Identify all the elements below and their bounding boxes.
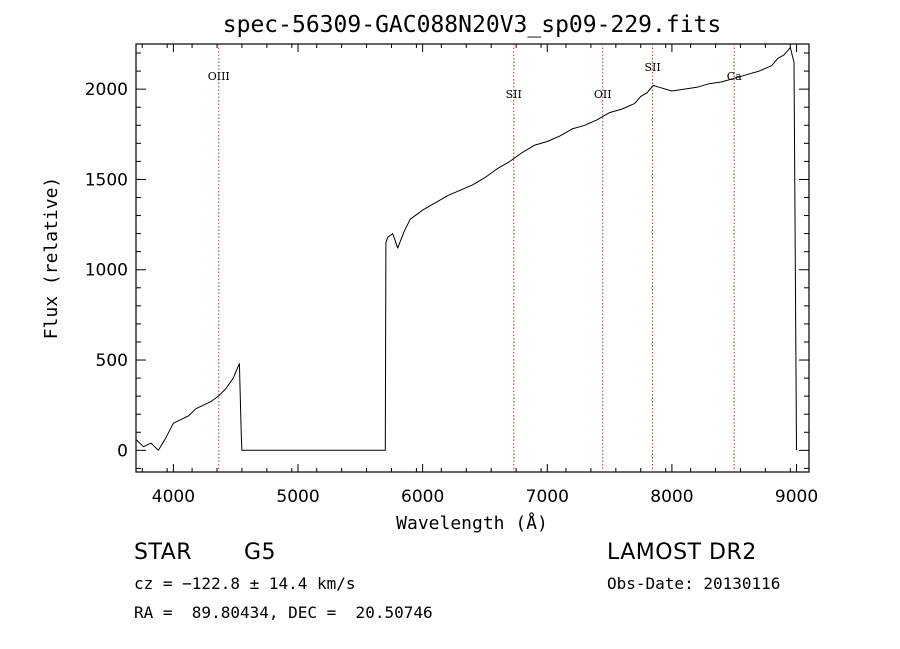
x-tick-label: 8000 bbox=[650, 487, 693, 507]
line-marker-label: SII bbox=[506, 88, 522, 101]
survey-name: LAMOST DR2 bbox=[607, 540, 757, 565]
y-tick-label: 1000 bbox=[85, 261, 128, 281]
x-tick-label: 5000 bbox=[276, 487, 319, 507]
plot-frame bbox=[135, 43, 810, 473]
line-marker-label: OII bbox=[594, 88, 612, 101]
x-axis: 4000 5000 6000 7000 8000 9000 bbox=[141, 44, 818, 507]
redshift-velocity: cz = −122.8 ± 14.4 km/s bbox=[134, 574, 356, 593]
x-axis-label: Wavelength (Å) bbox=[396, 512, 548, 534]
y-tick-label: 2000 bbox=[85, 80, 128, 100]
y-axis: 0 500 1000 1500 2000 bbox=[85, 52, 809, 469]
y-tick-label: 1500 bbox=[85, 170, 128, 190]
x-tick-label: 7000 bbox=[526, 487, 569, 507]
y-axis-label: Flux (relative) bbox=[41, 177, 62, 340]
x-tick-label: 4000 bbox=[152, 487, 195, 507]
spectrum-series bbox=[135, 47, 797, 451]
chart-title: spec-56309-GAC088N20V3_sp09-229.fits bbox=[223, 12, 722, 38]
object-class: STAR bbox=[134, 540, 193, 565]
object-subclass: G5 bbox=[244, 540, 277, 565]
x-tick-label: 6000 bbox=[401, 487, 444, 507]
line-marker-label: SII bbox=[644, 61, 660, 74]
y-tick-label: 500 bbox=[96, 351, 128, 371]
observation-date: Obs-Date: 20130116 bbox=[607, 574, 781, 593]
line-marker-label: OIII bbox=[208, 70, 230, 83]
y-tick-label: 0 bbox=[117, 441, 128, 461]
x-tick-label: 9000 bbox=[775, 487, 818, 507]
sky-coordinates: RA = 89.80434, DEC = 20.50746 bbox=[134, 603, 433, 622]
spectrum-line bbox=[135, 47, 797, 451]
